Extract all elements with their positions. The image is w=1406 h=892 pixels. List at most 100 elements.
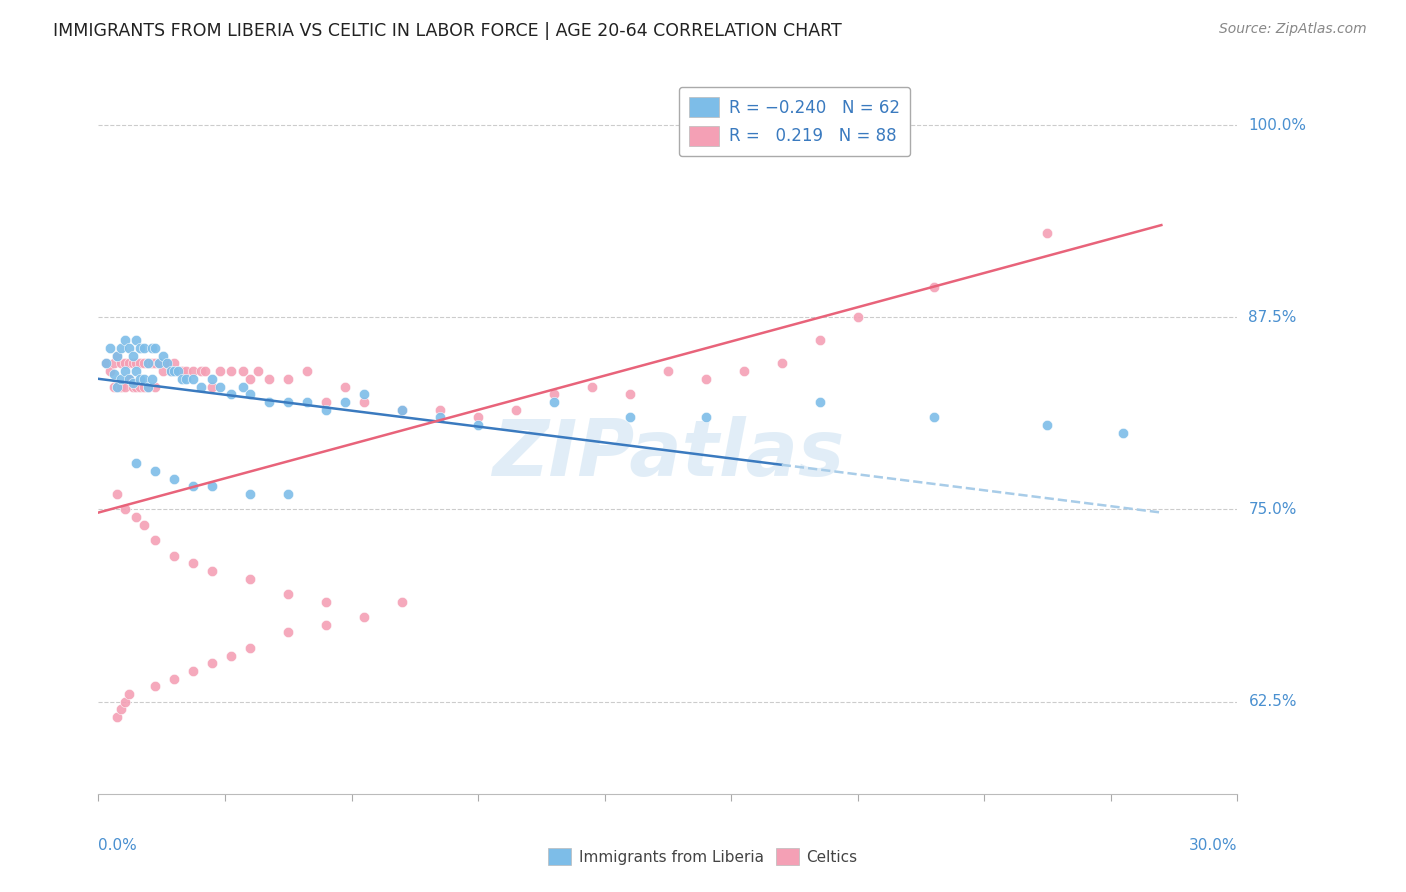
Point <box>183 556 205 570</box>
Text: ZIPatlas: ZIPatlas <box>492 417 844 492</box>
Point <box>132 372 155 386</box>
Point <box>183 664 205 678</box>
Point <box>657 364 679 378</box>
Point <box>136 356 159 370</box>
Point <box>107 349 129 363</box>
Point <box>118 687 141 701</box>
Point <box>145 379 167 393</box>
Point <box>201 657 224 671</box>
Point <box>110 702 132 716</box>
Point <box>543 387 565 401</box>
Point <box>505 402 527 417</box>
Point <box>163 356 186 370</box>
Point <box>315 595 337 609</box>
Point <box>208 379 231 393</box>
Point <box>808 334 831 348</box>
Point <box>221 364 243 378</box>
Point <box>94 356 117 370</box>
Text: Source: ZipAtlas.com: Source: ZipAtlas.com <box>1219 22 1367 37</box>
Point <box>246 364 269 378</box>
Point <box>125 379 148 393</box>
Point <box>145 341 167 355</box>
Point <box>132 341 155 355</box>
Point <box>118 372 141 386</box>
Point <box>239 372 262 386</box>
Point <box>152 364 174 378</box>
Point <box>174 372 197 386</box>
Point <box>145 356 167 370</box>
Point <box>107 487 129 501</box>
Legend: R = −0.240   N = 62, R =   0.219   N = 88: R = −0.240 N = 62, R = 0.219 N = 88 <box>679 87 910 156</box>
Point <box>695 372 717 386</box>
Legend: Immigrants from Liberia, Celtics: Immigrants from Liberia, Celtics <box>543 842 863 871</box>
Point <box>194 364 217 378</box>
Point <box>183 372 205 386</box>
Point <box>163 472 186 486</box>
Point <box>335 395 357 409</box>
Point <box>114 334 136 348</box>
Text: 75.0%: 75.0% <box>1249 502 1296 517</box>
Point <box>353 387 375 401</box>
Point <box>125 356 148 370</box>
Point <box>733 364 755 378</box>
Point <box>315 402 337 417</box>
Point <box>136 356 159 370</box>
Point <box>121 349 143 363</box>
Point <box>190 364 212 378</box>
Point <box>208 364 231 378</box>
Point <box>232 379 254 393</box>
Point <box>103 368 125 382</box>
Point <box>114 356 136 370</box>
Point <box>110 341 132 355</box>
Point <box>277 587 299 601</box>
Point <box>297 364 319 378</box>
Point <box>846 310 869 325</box>
Point <box>107 710 129 724</box>
Text: 100.0%: 100.0% <box>1249 118 1306 133</box>
Point <box>467 410 489 425</box>
Point <box>163 672 186 686</box>
Point <box>221 648 243 663</box>
Point <box>201 379 224 393</box>
Point <box>98 341 121 355</box>
Point <box>1112 425 1135 440</box>
Point <box>110 379 132 393</box>
Point <box>132 379 155 393</box>
Point <box>152 349 174 363</box>
Point <box>121 376 143 391</box>
Point <box>429 402 451 417</box>
Point <box>277 487 299 501</box>
Point <box>132 517 155 532</box>
Point <box>201 479 224 493</box>
Point <box>141 372 163 386</box>
Point <box>239 640 262 655</box>
Point <box>770 356 793 370</box>
Text: 0.0%: 0.0% <box>98 838 138 854</box>
Point <box>136 379 159 393</box>
Point <box>94 356 117 370</box>
Point <box>183 479 205 493</box>
Point <box>103 356 125 370</box>
Point <box>107 379 129 393</box>
Point <box>167 364 190 378</box>
Point <box>118 356 141 370</box>
Point <box>170 364 193 378</box>
Point <box>315 395 337 409</box>
Point <box>125 510 148 524</box>
Point <box>429 410 451 425</box>
Point <box>121 379 143 393</box>
Point <box>174 364 197 378</box>
Point <box>118 372 141 386</box>
Point <box>145 679 167 693</box>
Point <box>125 456 148 470</box>
Point <box>156 356 179 370</box>
Point <box>353 395 375 409</box>
Point <box>163 364 186 378</box>
Point <box>125 364 148 378</box>
Point <box>107 349 129 363</box>
Point <box>335 379 357 393</box>
Point <box>132 356 155 370</box>
Point <box>259 395 281 409</box>
Point <box>114 364 136 378</box>
Point <box>695 410 717 425</box>
